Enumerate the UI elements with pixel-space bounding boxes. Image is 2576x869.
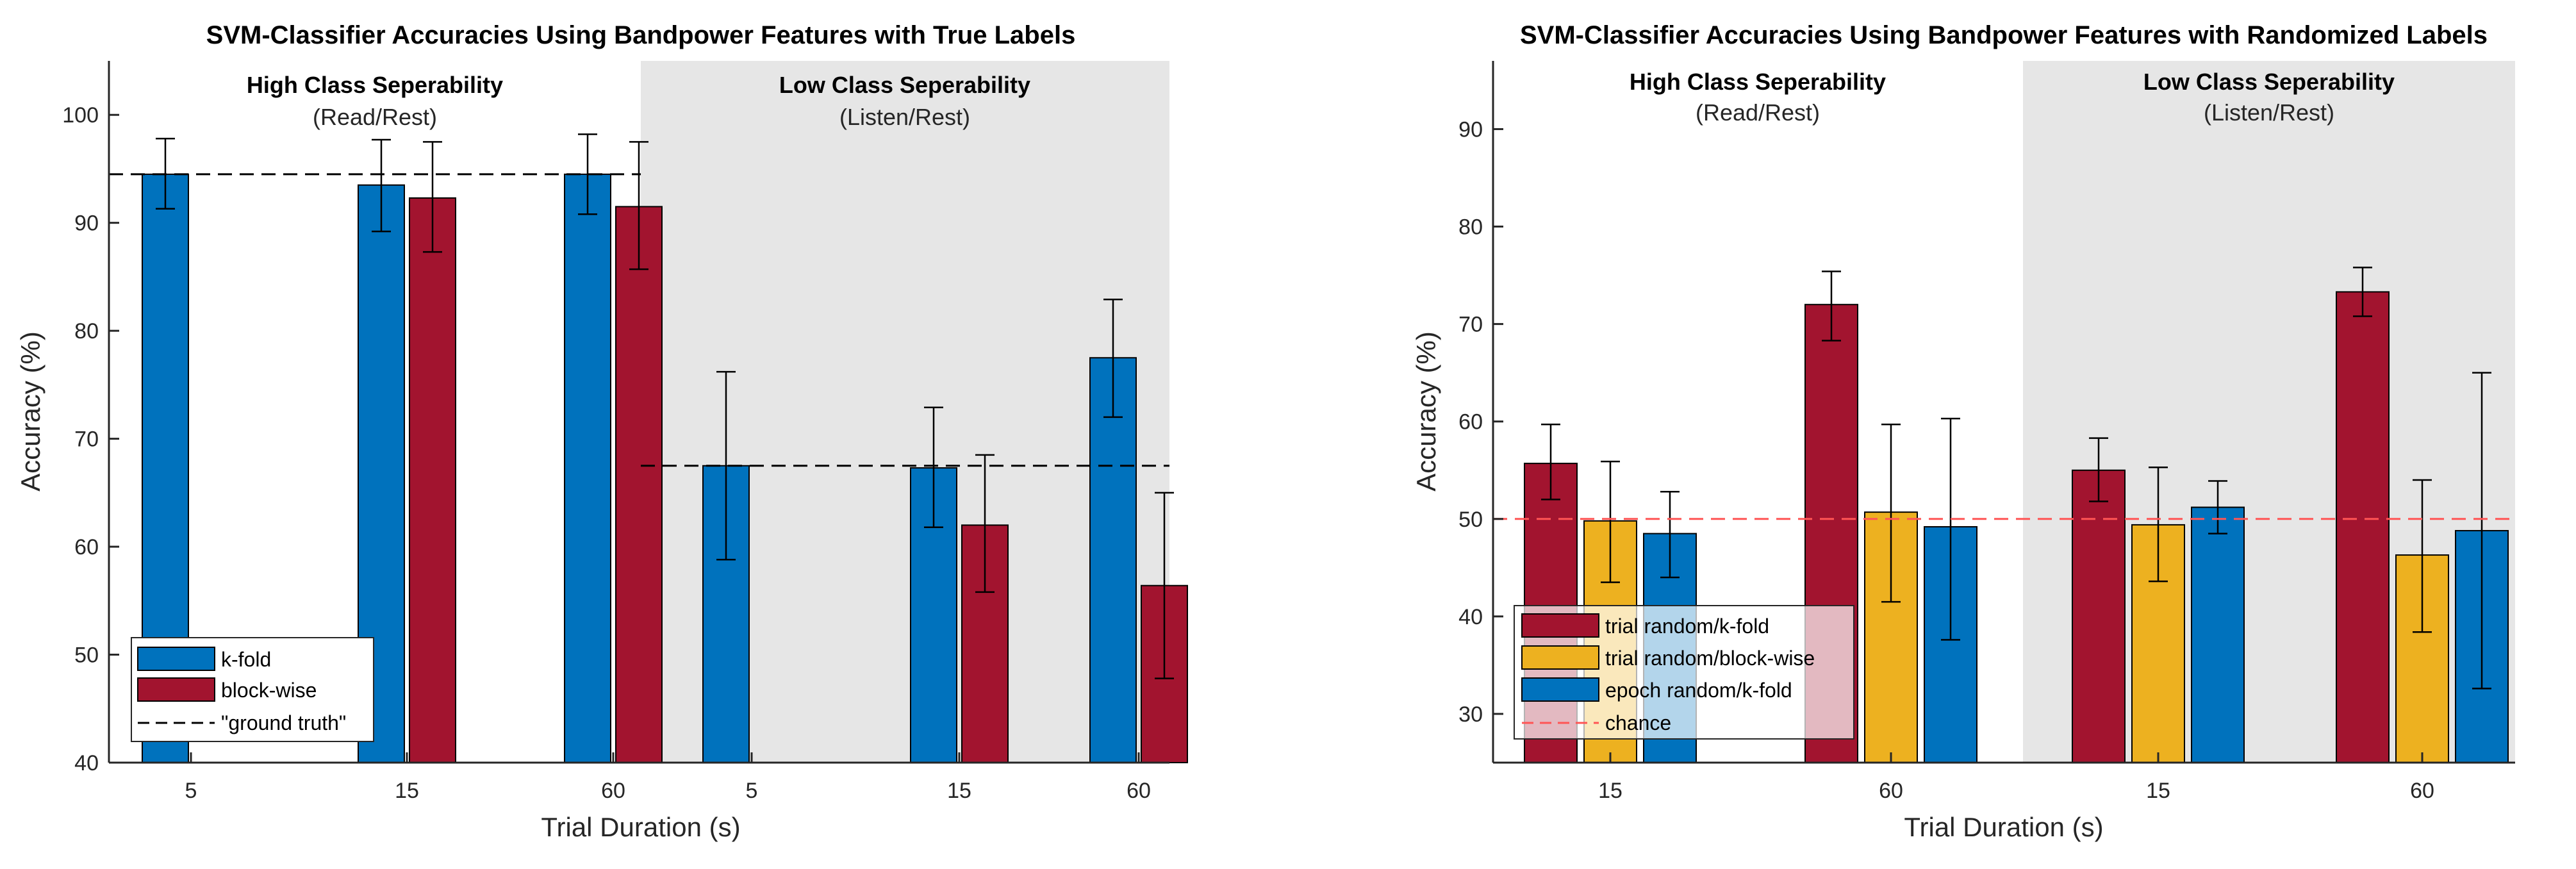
legend-label-epoch-random-k-fold: epoch random/k-fold (1605, 679, 1792, 702)
legend-label-trial-random-k-fold: trial random/k-fold (1605, 615, 1769, 638)
y-tick-label: 80 (74, 319, 99, 343)
bar-k-fold-60s (564, 173, 611, 763)
error-bar (1941, 417, 1960, 641)
error-bar (924, 406, 943, 529)
chart-title: SVM-Classifier Accuracies Using Bandpowe… (206, 21, 1076, 49)
x-axis-label: Trial Duration (s) (541, 812, 740, 842)
y-axis-label: Accuracy (%) (1411, 331, 1441, 492)
x-tick-label: 5 (746, 779, 758, 803)
error-bar (2472, 372, 2491, 690)
error-bar (372, 138, 391, 233)
y-tick-label: 90 (1458, 117, 1483, 142)
x-tick-label: 5 (185, 779, 197, 803)
region-title-low: Low Class Seperability (779, 72, 1030, 98)
error-bar (423, 141, 442, 253)
x-tick-label: 60 (601, 779, 625, 803)
y-tick-label: 70 (1458, 313, 1483, 337)
error-bar (1822, 270, 1841, 342)
bar-trial-random-k-fold-60s (2336, 291, 2390, 763)
x-axis-label: Trial Duration (s) (1904, 812, 2103, 842)
y-axis-label: Accuracy (%) (15, 331, 45, 492)
chart-title: SVM-Classifier Accuracies Using Bandpowe… (1520, 21, 2488, 49)
error-bar (2208, 480, 2227, 534)
legend-swatch-trial-random-k-fold (1521, 613, 1599, 638)
x-tick-label: 60 (2410, 779, 2434, 803)
legend-label-trial-random-block-wise: trial random/block-wise (1605, 647, 1815, 670)
legend-swatch-k-fold (137, 647, 215, 671)
error-bar (1881, 424, 1901, 603)
x-tick-label: 60 (1127, 779, 1151, 803)
region-subtitle-low: (Listen/Rest) (2204, 99, 2334, 126)
error-bar (2149, 466, 2168, 583)
x-tick-label: 15 (2146, 779, 2170, 803)
chart-true-labels: SVM-Classifier Accuracies Using Bandpowe… (15, 21, 1188, 842)
legend-swatch-epoch-random-k-fold (1521, 677, 1599, 702)
y-tick-label: 60 (74, 535, 99, 559)
region-title-high: High Class Seperability (1630, 69, 1886, 95)
x-tick-label: 15 (395, 779, 419, 803)
legend-label-chance: chance (1605, 711, 1671, 734)
region-title-low: Low Class Seperability (2143, 69, 2395, 95)
x-tick-label: 15 (947, 779, 971, 803)
error-bar (2089, 437, 2108, 502)
x-tick-label: 15 (1598, 779, 1622, 803)
legend-swatch-trial-random-block-wise (1521, 645, 1599, 670)
region-subtitle-high: (Read/Rest) (313, 104, 437, 130)
y-tick-label: 100 (62, 103, 99, 128)
region-title-high: High Class Seperability (247, 72, 503, 98)
error-bar (2413, 479, 2432, 633)
y-tick-label: 80 (1458, 215, 1483, 240)
legend: k-fold block-wise "ground truth" (131, 637, 374, 742)
y-tick-label: 30 (1458, 702, 1483, 727)
error-bar (975, 454, 995, 593)
region-subtitle-high: (Read/Rest) (1696, 99, 1820, 126)
y-tick-label: 40 (74, 751, 99, 775)
error-bar (1660, 490, 1680, 579)
legend-label-k-fold: k-fold (221, 648, 271, 671)
legend: trial random/k-fold trial random/block-w… (1514, 605, 1854, 740)
y-tick-label: 60 (1458, 410, 1483, 434)
legend-label-ground-truth: "ground truth" (221, 711, 346, 734)
error-bar (1541, 424, 1560, 501)
error-bar (1601, 460, 1620, 583)
legend-label-block-wise: block-wise (221, 679, 317, 702)
bar-epoch-random-k-fold-15s (2191, 506, 2245, 764)
bar-block-wise-15s (409, 197, 456, 763)
y-tick-label: 70 (74, 427, 99, 452)
y-tick-label: 90 (74, 211, 99, 236)
error-bar (2353, 267, 2372, 317)
error-bar (716, 370, 736, 561)
error-bar (1103, 299, 1123, 418)
bar-k-fold-60s (1089, 357, 1137, 763)
y-tick-label: 50 (1458, 508, 1483, 532)
y-tick-label: 40 (1458, 605, 1483, 629)
bar-block-wise-60s (615, 206, 663, 763)
y-tick-label: 50 (74, 643, 99, 668)
error-bar (1155, 492, 1174, 679)
region-subtitle-low: (Listen/Rest) (839, 104, 970, 130)
x-tick-label: 60 (1879, 779, 1903, 803)
legend-swatch-block-wise (137, 677, 215, 702)
error-bar (578, 133, 597, 215)
error-bar (629, 141, 648, 270)
bar-trial-random-k-fold-15s (2072, 469, 2126, 763)
chart-randomized-labels: SVM-Classifier Accuracies Using Bandpowe… (1411, 21, 2515, 842)
